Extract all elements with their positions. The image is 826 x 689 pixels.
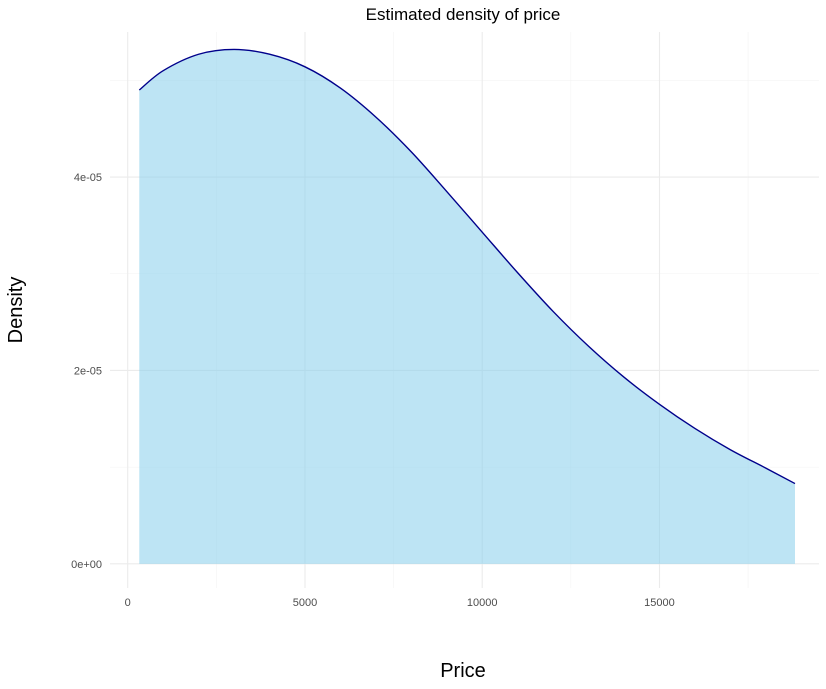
y-tick-label: 2e-05 xyxy=(74,365,102,377)
chart-title: Estimated density of price xyxy=(366,5,561,24)
density-area-layer xyxy=(138,48,796,564)
tick-labels: 0 5000 10000 15000 0e+00 2e-05 4e-05 xyxy=(71,172,675,609)
y-tick-label: 0e+00 xyxy=(71,559,102,571)
density-line xyxy=(138,48,796,485)
x-tick-label: 15000 xyxy=(644,597,675,609)
x-axis-title: Price xyxy=(440,660,486,682)
x-tick-label: 0 xyxy=(125,597,131,609)
x-tick-label: 5000 xyxy=(293,597,317,609)
x-tick-label: 10000 xyxy=(467,597,498,609)
y-tick-label: 4e-05 xyxy=(74,172,102,184)
density-area xyxy=(139,49,796,564)
y-axis-title: Density xyxy=(5,277,27,344)
